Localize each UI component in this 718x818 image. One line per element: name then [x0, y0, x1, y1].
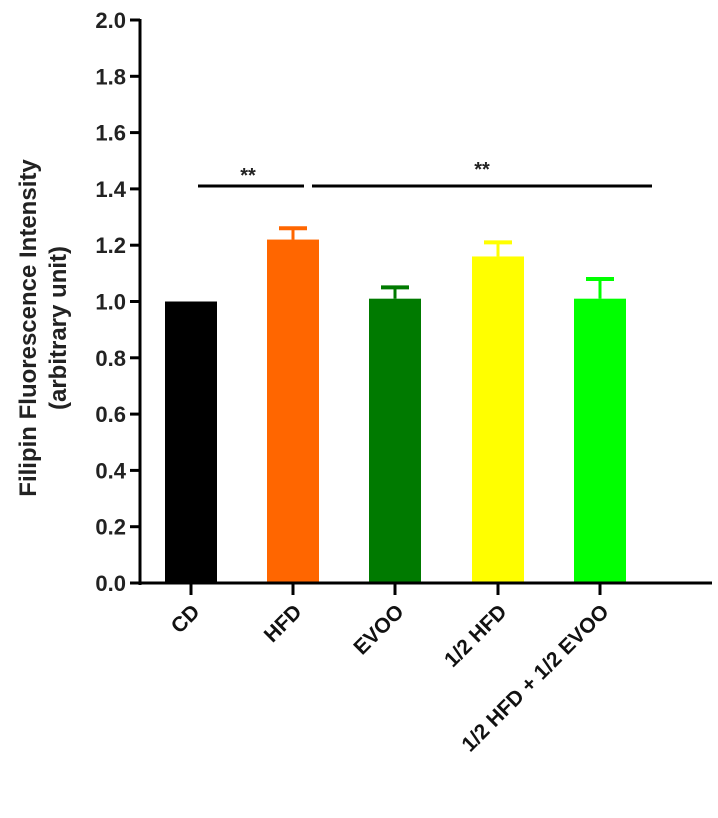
y-axis: 0.0 0.2 0.4 0.6 0.8 1.0 1.2 1.4 1.6 1.8 2.0 — [95, 8, 142, 596]
bar-evoo — [369, 298, 421, 583]
significance-marker: ** — [474, 159, 490, 181]
x-tick-label: 1/2 HFD — [440, 600, 512, 672]
x-tick-label: HFD — [260, 600, 307, 647]
y-tick-label: 1.6 — [95, 121, 126, 146]
bars — [165, 226, 626, 583]
y-axis-subtitle: (arbitrary unit) — [45, 246, 72, 410]
bar-1-2-hfd-1-2-evoo — [574, 298, 626, 583]
y-tick-label: 0.6 — [95, 402, 126, 427]
significance-annotations: ** ** — [198, 159, 652, 188]
y-axis-title: Filipin Fluorescence Intensity — [15, 159, 42, 497]
y-tick-label: 0.0 — [95, 571, 126, 596]
bar-cd — [165, 301, 217, 583]
y-tick-label: 0.8 — [95, 346, 126, 371]
y-tick-label: 1.8 — [95, 64, 126, 89]
y-tick-label: 1.2 — [95, 233, 126, 258]
bar-hfd — [267, 239, 319, 583]
y-tick-label: 0.2 — [95, 515, 126, 540]
y-tick-label: 1.4 — [95, 177, 126, 202]
bar-1-2-hfd — [472, 256, 524, 583]
x-tick-label: EVOO — [349, 600, 408, 659]
y-tick-label: 0.4 — [95, 458, 126, 483]
y-tick-label: 2.0 — [95, 8, 126, 33]
significance-marker: ** — [240, 165, 256, 187]
y-tick-label: 1.0 — [95, 290, 126, 315]
x-tick-label: CD — [167, 600, 205, 638]
